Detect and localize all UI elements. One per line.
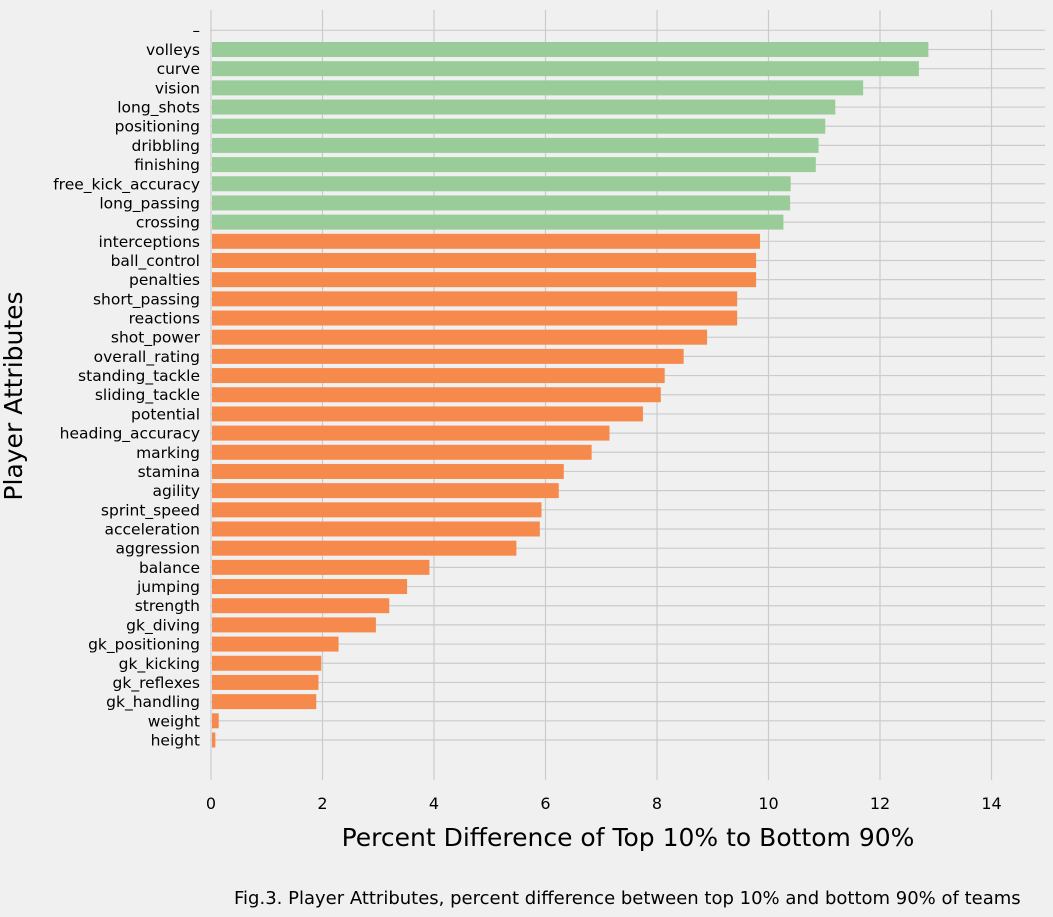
y-tick-label: interceptions — [99, 233, 200, 251]
x-tick-labels: 0 2 4 6 8 10 12 14 — [206, 794, 1002, 813]
y-tick-label: dribbling — [132, 137, 200, 155]
x-tick-label: 12 — [870, 794, 890, 813]
y-tick-label: standing_tackle — [78, 367, 200, 386]
bar-dribbling — [212, 137, 819, 153]
y-tick-label: aggression — [115, 540, 200, 558]
bar-overall_rating — [212, 348, 684, 364]
bar-jumping — [212, 579, 408, 595]
x-tick-label: 0 — [206, 794, 216, 813]
y-tick-label: shot_power — [111, 329, 201, 348]
y-tick-label: strength — [135, 597, 200, 615]
y-tick-label: marking — [136, 444, 200, 462]
bar-weight — [212, 713, 219, 729]
bar-gk_diving — [212, 617, 376, 633]
bar-vision — [212, 80, 864, 96]
x-tick-label: 14 — [981, 794, 1001, 813]
y-axis-label: Player Attributes — [0, 291, 28, 500]
bar-gk_reflexes — [212, 674, 319, 690]
y-tick-label: reactions — [129, 310, 200, 328]
y-tick-label: gk_diving — [126, 616, 200, 635]
bar-gk_positioning — [212, 636, 339, 652]
bar-gk_kicking — [212, 655, 322, 671]
y-tick-label: volleys — [146, 41, 200, 59]
y-tick-label: finishing — [134, 156, 200, 174]
y-tick-label: weight — [148, 712, 200, 730]
bar-finishing — [212, 157, 816, 173]
y-tick-label: gk_kicking — [119, 655, 200, 674]
x-tick-label: 2 — [317, 794, 327, 813]
bar-reactions — [212, 310, 738, 326]
y-tick-label: ball_control — [111, 252, 200, 271]
y-tick-label: short_passing — [93, 290, 200, 309]
bar-stamina — [212, 463, 564, 479]
y-tick-label: stamina — [138, 463, 200, 481]
bars-group — [212, 42, 929, 748]
bar-volleys — [212, 42, 929, 57]
y-tick-label: gk_handling — [106, 693, 200, 712]
y-tick-label: balance — [139, 559, 200, 577]
y-tick-label: crossing — [136, 214, 200, 232]
y-tick-label: long_shots — [117, 99, 200, 118]
y-tick-label: height — [151, 731, 200, 749]
bar-marking — [212, 444, 592, 460]
bar-agility — [212, 483, 559, 499]
bar-shot_power — [212, 329, 708, 345]
bar-balance — [212, 559, 430, 575]
y-tick-label: sliding_tackle — [95, 386, 200, 405]
bar-positioning — [212, 118, 826, 134]
y-tick-label: jumping — [136, 578, 200, 596]
figure-caption: Fig.3. Player Attributes, percent differ… — [234, 888, 1021, 909]
y-tick-label: agility — [152, 482, 200, 500]
bar-strength — [212, 598, 390, 614]
x-tick-label: 6 — [540, 794, 550, 813]
y-tick-label: curve — [157, 60, 200, 78]
y-tick-label: penalties — [129, 271, 200, 289]
bar-long_shots — [212, 99, 836, 115]
y-tick-label: – — [193, 21, 201, 39]
x-axis-label: Percent Difference of Top 10% to Bottom … — [342, 823, 915, 852]
bar-sprint_speed — [212, 502, 542, 518]
bar-free_kick_accuracy — [212, 176, 791, 192]
bar-crossing — [212, 214, 784, 230]
bar-potential — [212, 406, 643, 422]
bar-height — [212, 732, 216, 748]
bar-long_passing — [212, 195, 791, 211]
y-tick-label: vision — [155, 79, 200, 97]
bar-short_passing — [212, 291, 738, 307]
x-tick-label: 8 — [652, 794, 662, 813]
y-tick-label: free_kick_accuracy — [53, 175, 200, 194]
bar-ball_control — [212, 252, 757, 268]
x-tick-label: 4 — [429, 794, 439, 813]
bar-penalties — [212, 272, 757, 288]
y-tick-label: gk_reflexes — [113, 674, 200, 693]
bar-heading_accuracy — [212, 425, 610, 441]
bar-curve — [212, 61, 919, 77]
y-tick-label: heading_accuracy — [60, 425, 200, 444]
bar-aggression — [212, 540, 517, 556]
bar-standing_tackle — [212, 368, 665, 384]
bar-interceptions — [212, 233, 761, 249]
x-tick-label: 10 — [758, 794, 778, 813]
y-tick-label: overall_rating — [94, 348, 200, 367]
y-tick-label: potential — [131, 405, 200, 423]
y-tick-label: acceleration — [105, 521, 200, 539]
y-tick-label: gk_positioning — [88, 636, 200, 655]
y-tick-label: long_passing — [99, 194, 200, 213]
y-tick-label: positioning — [115, 118, 200, 136]
y-tick-label: sprint_speed — [101, 501, 200, 520]
bar-gk_handling — [212, 694, 317, 710]
bar-acceleration — [212, 521, 540, 537]
bar-sliding_tackle — [212, 387, 661, 403]
